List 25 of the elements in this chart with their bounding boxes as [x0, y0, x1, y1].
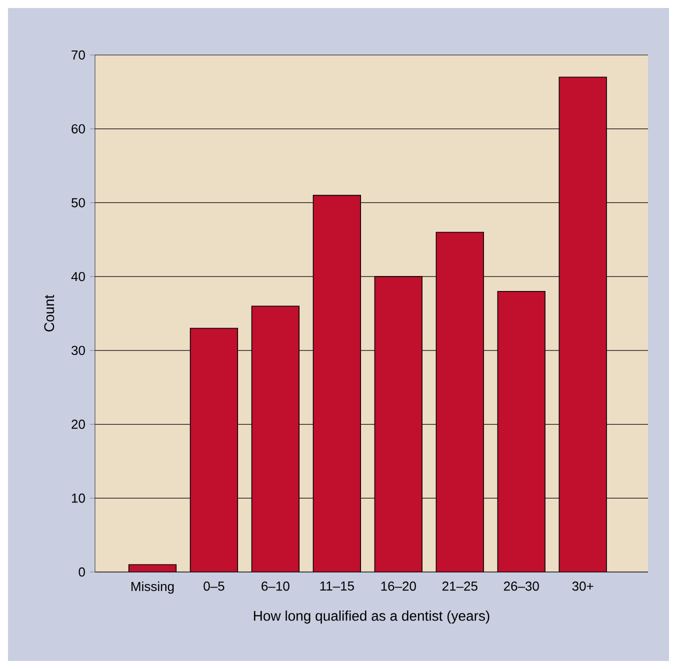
x-tick-label: 0–5 [204, 582, 224, 591]
bar [252, 306, 300, 572]
y-tick-label: 70 [72, 50, 85, 60]
y-tick-label: 10 [72, 494, 85, 503]
y-tick-label: 40 [71, 272, 85, 282]
x-tick-label: 30+ [572, 582, 594, 591]
y-axis-title: Count [44, 294, 54, 332]
bar [436, 232, 484, 572]
x-tick-label: 21–25 [442, 582, 478, 591]
x-tick-label: 26–30 [504, 582, 539, 591]
bar [558, 76, 607, 572]
x-tick-label: Missing [132, 582, 174, 594]
bar [313, 195, 361, 572]
x-axis-title: How long qualified as a dentist (years) [254, 610, 490, 624]
x-tick-label: 6–10 [262, 582, 290, 591]
y-tick-label: 0 [78, 567, 85, 577]
y-tick-label: 60 [72, 124, 85, 134]
y-tick-label: 50 [72, 198, 85, 208]
bar [498, 291, 546, 572]
x-tick-label: 16–20 [381, 582, 416, 591]
bar [374, 276, 422, 572]
y-tick-label: 30 [72, 346, 85, 356]
y-tick-label: 20 [72, 420, 85, 429]
bar [190, 328, 238, 572]
x-tick-label: 11–15 [320, 582, 354, 591]
